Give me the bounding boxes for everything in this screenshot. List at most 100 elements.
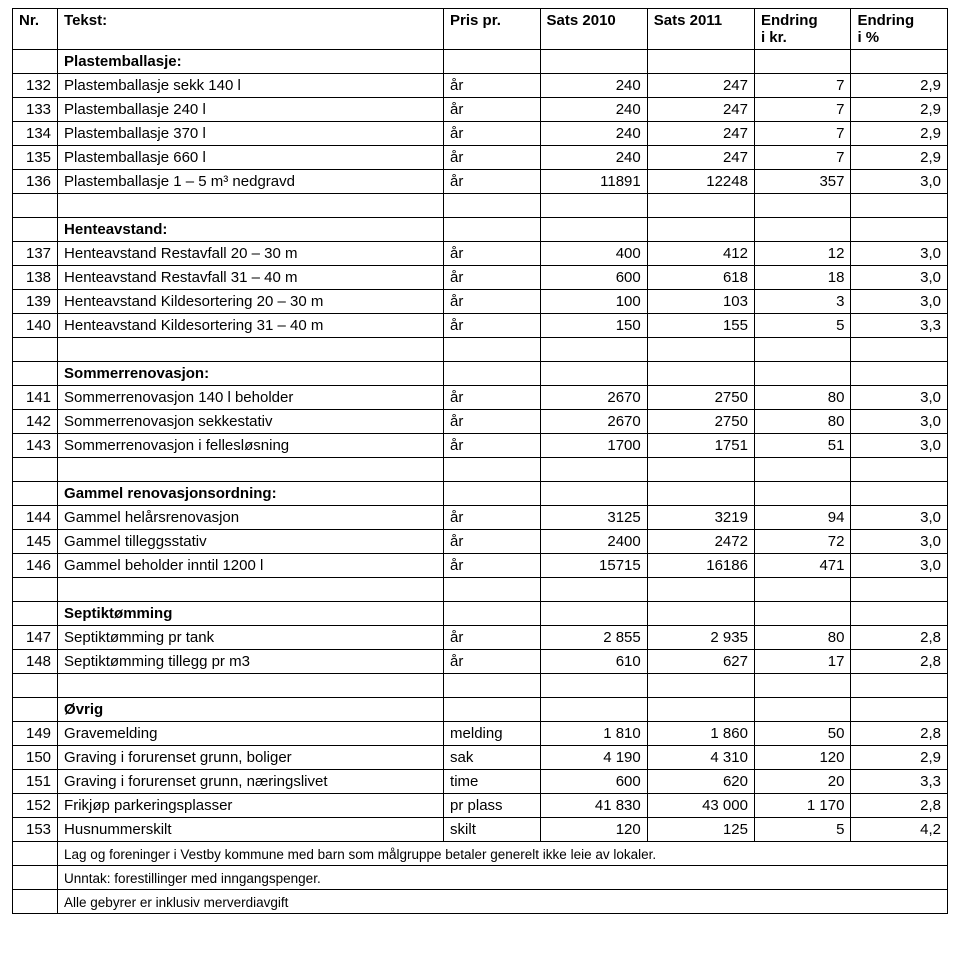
spacer-row (13, 458, 948, 482)
cell-endring-kr: 17 (754, 650, 851, 674)
cell-sats2011: 618 (647, 266, 754, 290)
cell-endring-pct: 2,9 (851, 74, 948, 98)
cell-text: Gammel helårsrenovasjon (58, 506, 444, 530)
cell-sats2010: 600 (540, 770, 647, 794)
cell-endring-pct: 3,0 (851, 434, 948, 458)
header-tekst: Tekst: (58, 9, 444, 50)
table-row: 152Frikjøp parkeringsplasserpr plass41 8… (13, 794, 948, 818)
cell-endring-kr: 51 (754, 434, 851, 458)
cell-sats2011: 1751 (647, 434, 754, 458)
header-nr: Nr. (13, 9, 58, 50)
cell-pris: år (444, 530, 541, 554)
section-heading-row: Sommerrenovasjon: (13, 362, 948, 386)
cell-endring-pct: 4,2 (851, 818, 948, 842)
section-heading-row: Øvrig (13, 698, 948, 722)
cell-sats2010: 610 (540, 650, 647, 674)
cell-sats2010: 2 855 (540, 626, 647, 650)
note-row: Lag og foreninger i Vestby kommune med b… (13, 842, 948, 866)
cell-endring-kr: 7 (754, 122, 851, 146)
cell-endring-pct: 3,0 (851, 410, 948, 434)
cell-text: Sommerrenovasjon i fellesløsning (58, 434, 444, 458)
header-endring-pct: Endringi % (851, 9, 948, 50)
note-row: Unntak: forestillinger med inngangspenge… (13, 866, 948, 890)
table-row: 140Henteavstand Kildesortering 31 – 40 m… (13, 314, 948, 338)
cell-nr: 139 (13, 290, 58, 314)
cell-endring-pct: 3,0 (851, 554, 948, 578)
cell-sats2011: 247 (647, 122, 754, 146)
table-row: 137Henteavstand Restavfall 20 – 30 mår40… (13, 242, 948, 266)
cell-endring-kr: 3 (754, 290, 851, 314)
cell-sats2010: 1 810 (540, 722, 647, 746)
cell-text: Henteavstand Restavfall 20 – 30 m (58, 242, 444, 266)
cell-endring-kr: 5 (754, 314, 851, 338)
cell-nr: 132 (13, 74, 58, 98)
cell-sats2010: 600 (540, 266, 647, 290)
table-row: 151Graving i forurenset grunn, næringsli… (13, 770, 948, 794)
section-heading: Henteavstand: (58, 218, 444, 242)
cell-pris: år (444, 626, 541, 650)
cell-nr: 137 (13, 242, 58, 266)
cell-nr: 140 (13, 314, 58, 338)
cell-sats2011: 12248 (647, 170, 754, 194)
cell-endring-pct: 2,8 (851, 794, 948, 818)
cell-pris: år (444, 506, 541, 530)
section-heading-row: Plastemballasje: (13, 50, 948, 74)
cell-text: Husnummerskilt (58, 818, 444, 842)
cell-pris: time (444, 770, 541, 794)
cell-endring-kr: 7 (754, 74, 851, 98)
cell-pris: år (444, 242, 541, 266)
cell-endring-pct: 2,8 (851, 650, 948, 674)
table-row: 138Henteavstand Restavfall 31 – 40 mår60… (13, 266, 948, 290)
table-row: 150Graving i forurenset grunn, boligersa… (13, 746, 948, 770)
cell-nr: 149 (13, 722, 58, 746)
header-pris: Pris pr. (444, 9, 541, 50)
cell-nr: 152 (13, 794, 58, 818)
cell-endring-kr: 20 (754, 770, 851, 794)
cell-nr: 136 (13, 170, 58, 194)
cell-sats2010: 41 830 (540, 794, 647, 818)
cell-endring-pct: 3,0 (851, 266, 948, 290)
cell-endring-kr: 80 (754, 410, 851, 434)
cell-sats2011: 4 310 (647, 746, 754, 770)
cell-pris: år (444, 650, 541, 674)
cell-nr: 135 (13, 146, 58, 170)
cell-text: Sommerrenovasjon sekkestativ (58, 410, 444, 434)
cell-text: Gammel beholder inntil 1200 l (58, 554, 444, 578)
cell-nr: 142 (13, 410, 58, 434)
table-row: 134Plastemballasje 370 lår24024772,9 (13, 122, 948, 146)
cell-endring-pct: 3,0 (851, 290, 948, 314)
cell-endring-kr: 18 (754, 266, 851, 290)
cell-endring-pct: 3,0 (851, 386, 948, 410)
cell-sats2011: 2750 (647, 386, 754, 410)
cell-endring-pct: 3,0 (851, 506, 948, 530)
table-row: 149Gravemeldingmelding1 8101 860502,8 (13, 722, 948, 746)
cell-text: Plastemballasje 240 l (58, 98, 444, 122)
cell-sats2011: 103 (647, 290, 754, 314)
spacer-row (13, 338, 948, 362)
cell-nr: 146 (13, 554, 58, 578)
table-row: 139Henteavstand Kildesortering 20 – 30 m… (13, 290, 948, 314)
note-text: Unntak: forestillinger med inngangspenge… (58, 866, 948, 890)
cell-sats2010: 3125 (540, 506, 647, 530)
cell-sats2011: 627 (647, 650, 754, 674)
cell-sats2010: 4 190 (540, 746, 647, 770)
cell-pris: år (444, 170, 541, 194)
cell-nr: 144 (13, 506, 58, 530)
table-row: 148Septiktømming tillegg pr m3år61062717… (13, 650, 948, 674)
cell-endring-kr: 94 (754, 506, 851, 530)
cell-sats2010: 240 (540, 74, 647, 98)
table-row: 143Sommerrenovasjon i fellesløsningår170… (13, 434, 948, 458)
cell-sats2010: 240 (540, 98, 647, 122)
spacer-row (13, 674, 948, 698)
cell-nr: 133 (13, 98, 58, 122)
cell-pris: år (444, 290, 541, 314)
cell-endring-pct: 3,0 (851, 242, 948, 266)
table-row: 146Gammel beholder inntil 1200 lår157151… (13, 554, 948, 578)
cell-pris: år (444, 434, 541, 458)
table-row: 132Plastemballasje sekk 140 lår24024772,… (13, 74, 948, 98)
cell-text: Gammel tilleggsstativ (58, 530, 444, 554)
section-heading-row: Gammel renovasjonsordning: (13, 482, 948, 506)
cell-nr: 147 (13, 626, 58, 650)
cell-endring-pct: 3,0 (851, 170, 948, 194)
cell-sats2011: 2 935 (647, 626, 754, 650)
